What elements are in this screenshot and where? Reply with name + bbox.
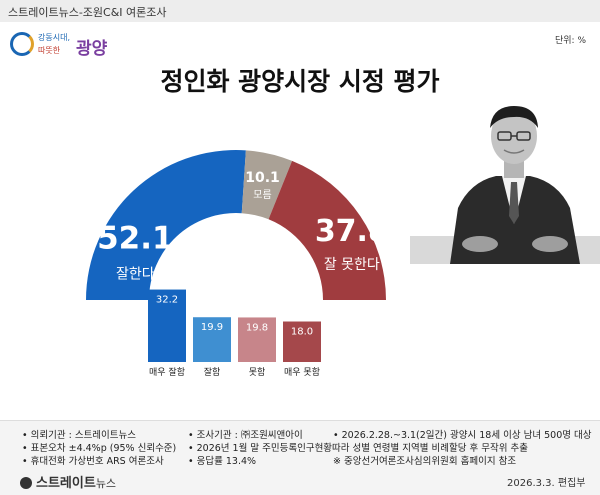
brand-logo: 스트레이트뉴스 xyxy=(20,472,116,491)
footer-note xyxy=(333,442,591,455)
bar-value-label: 19.9 xyxy=(201,322,223,333)
footer-col-3: • 2026.2.28.~3.1(2일간) 광양시 18세 이상 남녀 500명… xyxy=(333,429,591,468)
brand-icon xyxy=(20,477,32,489)
footer-note: • 표본오차 ±4.4%p (95% 신뢰수준) xyxy=(22,443,177,454)
arc-value-label: 37.8 xyxy=(315,214,389,249)
bar-category-label: 매우 못함 xyxy=(284,367,320,378)
arc-segment-1 xyxy=(86,149,246,300)
city-logo: 강동시대, 따뜻한 광양 xyxy=(10,30,120,64)
chart-title: 정인화 광양시장 시정 평가 xyxy=(160,67,440,96)
bar-category-label: 잘함 xyxy=(204,366,221,378)
credit-date: 2026.3.3. 편집부 xyxy=(507,478,586,489)
poll-chart: 52.1 잘한다 10.1 모름 37.8 잘 못한다 32.2 매우 잘함 19.9 잘함 19.… xyxy=(86,149,389,378)
footer-note: • 2026년 1월 말 주민등록인구현황따라 성별 연령별 지역별 비례할당 … xyxy=(188,443,528,454)
brand-name: 스트레이트 xyxy=(36,476,96,491)
footer-note: • 조사기관 : ㈜조원씨앤아이 xyxy=(188,430,303,441)
footer-note: • 2026.2.28.~3.1(2일간) 광양시 18세 이상 남녀 500명… xyxy=(333,430,592,441)
bar xyxy=(148,289,186,362)
footer-col-2: • 조사기관 : ㈜조원씨앤아이 • 2026년 1월 말 주민등록인구현황따라… xyxy=(188,429,528,468)
mayor-photo xyxy=(410,96,600,264)
top-bar: 스트레이트뉴스-조원C&I 여론조사 xyxy=(0,0,600,22)
arc-category-label: 잘한다 xyxy=(116,267,155,283)
brand-suffix: 뉴스 xyxy=(95,477,117,490)
footer-note: • 휴대전화 가상번호 ARS 여론조사 xyxy=(22,456,164,467)
arc-category-label: 잘 못한다 xyxy=(324,257,380,273)
logo-ring-icon xyxy=(10,32,34,56)
bar xyxy=(193,317,231,362)
survey-footer: • 의뢰기관 : 스트레이트뉴스 • 표본오차 ±4.4%p (95% 신뢰수준… xyxy=(0,420,600,495)
arc-value-label: 10.1 xyxy=(245,170,280,186)
bar-value-label: 18.0 xyxy=(291,327,313,338)
logo-line1: 강동시대, xyxy=(38,33,70,42)
bar xyxy=(283,321,321,362)
footer-note: ※ 중앙선거여론조사심의위원회 홈페이지 참조 xyxy=(333,456,517,467)
footer-note: • 응답률 13.4% xyxy=(188,456,257,467)
arc-category-label: 모름 xyxy=(253,189,271,201)
footer-note: • 의뢰기관 : 스트레이트뉴스 xyxy=(22,430,137,441)
bar-category-label: 못함 xyxy=(249,367,266,378)
arc-segment-3 xyxy=(268,160,386,300)
bar-value-label: 19.8 xyxy=(246,322,268,333)
bar-value-label: 32.2 xyxy=(156,295,178,306)
arc-value-label: 52.1 xyxy=(97,221,174,257)
footer-col-1: • 의뢰기관 : 스트레이트뉴스 • 표본오차 ±4.4%p (95% 신뢰수준… xyxy=(22,429,176,468)
logo-word: 광양 xyxy=(76,39,108,59)
unit-label: 단위: % xyxy=(554,36,586,46)
survey-source: 스트레이트뉴스-조원C&I 여론조사 xyxy=(8,6,167,19)
bar xyxy=(238,317,276,362)
bar-category-label: 매우 잘함 xyxy=(149,366,185,378)
logo-line2: 따뜻한 xyxy=(38,46,61,55)
arc-segment-2 xyxy=(241,150,293,220)
